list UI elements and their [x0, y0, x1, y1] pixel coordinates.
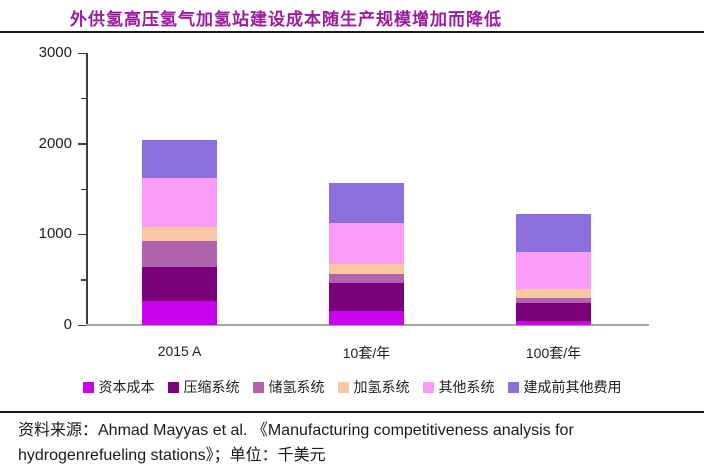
y-axis-tick-500 — [81, 279, 86, 281]
bar-segment-压缩系统 — [329, 283, 404, 312]
legend-swatch-icon — [82, 381, 94, 393]
stacked-bar-10套/年 — [329, 182, 404, 325]
y-axis-tick-1500 — [81, 188, 86, 190]
bar-segment-加氢系统 — [329, 264, 404, 275]
x-axis-label-2015 A: 2015 A — [157, 343, 202, 359]
legend-label: 储氢系统 — [268, 379, 325, 395]
stacked-bar-2015 A — [142, 139, 217, 325]
bar-segment-储氢系统 — [329, 274, 404, 284]
x-axis-label-10套/年: 10套/年 — [342, 345, 391, 361]
legend-swatch-icon — [167, 381, 179, 393]
legend-label: 其他系统 — [438, 379, 495, 395]
y-axis-label-1000: 1000 — [38, 225, 72, 243]
stacked-bar-100套/年 — [516, 213, 591, 325]
bar-segment-资本成本 — [329, 311, 404, 325]
y-axis-label-2000: 2000 — [38, 134, 72, 152]
bar-segment-建成前其他费用 — [329, 182, 404, 224]
x-axis-line — [86, 324, 649, 326]
x-axis-label-100套/年: 100套/年 — [525, 345, 582, 361]
chart-legend: 资本成本 压缩系统 储氢系统 加氢系统 其他系统 建成前其他费用 — [40, 377, 664, 397]
legend-label: 建成前其他费用 — [523, 379, 622, 395]
bar-segment-建成前其他费用 — [142, 139, 217, 178]
y-axis-tick-2500 — [81, 97, 86, 100]
y-axis-tick-3000 — [78, 52, 86, 54]
bar-segment-加氢系统 — [516, 288, 591, 298]
bar-segment-加氢系统 — [142, 227, 217, 242]
bar-segment-其他系统 — [516, 252, 591, 289]
bar-segment-建成前其他费用 — [516, 213, 591, 253]
legend-swatch-icon — [337, 381, 349, 393]
bar-segment-储氢系统 — [516, 297, 591, 303]
bar-segment-资本成本 — [516, 321, 591, 325]
y-axis-line — [86, 53, 88, 325]
legend-item-其他系统: 其他系统 — [422, 377, 495, 397]
y-axis-tick-2000 — [78, 143, 86, 145]
bar-segment-其他系统 — [142, 177, 217, 228]
bar-segment-资本成本 — [142, 300, 217, 325]
legend-swatch-icon — [507, 381, 519, 393]
plot-area — [78, 52, 649, 326]
legend-item-储氢系统: 储氢系统 — [252, 377, 325, 397]
source-divider-line — [0, 411, 704, 413]
legend-swatch-icon — [252, 381, 264, 393]
y-axis-tick-1000 — [78, 233, 86, 236]
legend-item-加氢系统: 加氢系统 — [337, 377, 410, 397]
chart-title: 外供氢高压氢气加氢站建设成本随生产规模增加而降低 — [70, 10, 502, 29]
bar-segment-压缩系统 — [516, 302, 591, 322]
y-axis-label-3000: 3000 — [38, 44, 72, 61]
legend-label: 压缩系统 — [183, 379, 240, 395]
legend-label: 资本成本 — [98, 379, 155, 395]
bar-segment-其他系统 — [329, 223, 404, 265]
title-divider-line — [0, 31, 704, 33]
legend-swatch-icon — [422, 381, 434, 393]
y-axis-tick-0 — [78, 324, 86, 326]
legend-item-建成前其他费用: 建成前其他费用 — [507, 377, 622, 397]
y-axis-label-0: 0 — [63, 316, 72, 333]
legend-label: 加氢系统 — [353, 379, 410, 395]
source-note: 资料来源：Ahmad Mayyas et al. 《Manufacturing … — [18, 422, 574, 464]
legend-item-压缩系统: 压缩系统 — [167, 377, 240, 397]
legend-item-资本成本: 资本成本 — [82, 377, 155, 397]
bar-segment-储氢系统 — [142, 241, 217, 267]
bar-segment-压缩系统 — [142, 266, 217, 301]
